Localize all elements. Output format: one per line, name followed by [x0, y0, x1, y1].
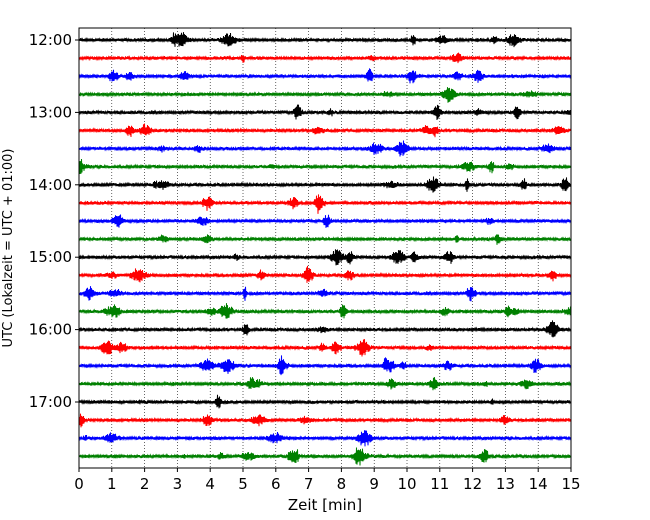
x-tick-label: 12	[463, 475, 482, 493]
x-tick-label: 13	[496, 475, 515, 493]
x-tick-label: 1	[107, 475, 117, 493]
x-tick-label: 0	[74, 475, 84, 493]
seismogram-traces	[79, 32, 571, 466]
y-tick-label: 16:00	[29, 321, 72, 339]
x-tick-label: 5	[238, 475, 248, 493]
trace-15:45	[79, 303, 571, 319]
trace-17:45	[79, 447, 571, 466]
trace-16:00	[79, 320, 571, 338]
vertical-grid	[111, 28, 539, 468]
x-tick-label: 4	[205, 475, 215, 493]
trace-12:45	[79, 87, 571, 103]
trace-15:30	[79, 286, 571, 302]
x-tick-label: 14	[529, 475, 548, 493]
x-tick-label: 15	[561, 475, 580, 493]
y-axis-ticks: 12:00 13:00 14:00 15:00 16:00 17:00	[29, 31, 79, 411]
x-tick-label: 2	[140, 475, 150, 493]
trace-12:00	[79, 32, 571, 48]
y-tick-label: 13:00	[29, 103, 72, 121]
x-tick-label: 3	[173, 475, 183, 493]
trace-14:15	[79, 194, 571, 214]
y-tick-label: 12:00	[29, 31, 72, 49]
trace-15:15	[79, 265, 571, 283]
y-axis-title: UTC (Lokalzeit = UTC + 01:00)	[1, 149, 16, 348]
trace-16:30	[79, 355, 571, 376]
trace-16:15	[79, 339, 571, 357]
trace-17:15	[79, 413, 571, 428]
trace-17:00	[79, 394, 571, 409]
trace-14:30	[79, 214, 571, 228]
trace-14:45	[79, 234, 571, 245]
trace-15:00	[79, 249, 571, 266]
y-tick-label: 15:00	[29, 248, 72, 266]
x-axis-ticks: 0 1 2 3 4 5 6 7 8 9 10 11 12 13 14 15	[74, 468, 581, 493]
trace-12:30	[79, 68, 571, 84]
x-tick-label: 10	[397, 475, 416, 493]
trace-12:15	[79, 52, 571, 64]
y-tick-label: 17:00	[29, 393, 72, 411]
x-tick-label: 11	[430, 475, 449, 493]
x-tick-label: 7	[304, 475, 314, 493]
x-tick-label: 8	[337, 475, 347, 493]
trace-13:00	[79, 104, 571, 121]
x-tick-label: 6	[271, 475, 281, 493]
trace-13:30	[79, 140, 571, 157]
trace-14:00	[79, 176, 571, 193]
plot-frame	[78, 27, 572, 469]
trace-17:30	[79, 430, 571, 447]
trace-16:45	[79, 377, 571, 391]
trace-13:45	[79, 158, 571, 175]
x-tick-label: 9	[369, 475, 379, 493]
y-tick-label: 14:00	[29, 176, 72, 194]
trace-13:15	[79, 123, 571, 138]
x-axis-title: Zeit [min]	[288, 496, 362, 514]
